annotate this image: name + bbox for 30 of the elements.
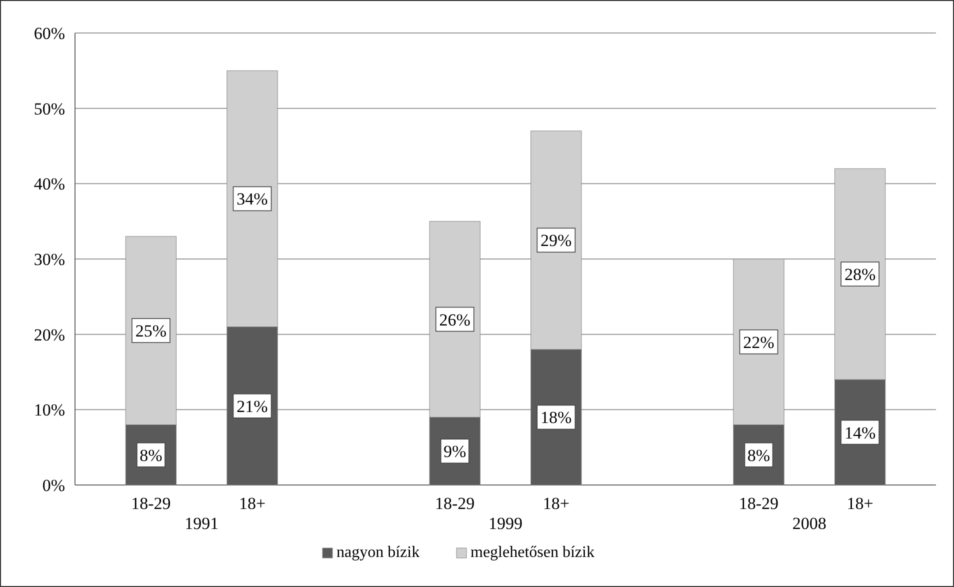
- x-tick-label: 18+: [238, 494, 266, 513]
- y-tick-label: 30%: [34, 250, 65, 269]
- x-tick-label: 18-29: [738, 494, 779, 513]
- data-label: 26%: [439, 310, 470, 330]
- data-label: 25%: [135, 322, 167, 341]
- text: 1991: [184, 514, 219, 533]
- data-label: 9%: [444, 442, 466, 462]
- data-label: 29%: [540, 231, 572, 250]
- data-label: 34%: [236, 190, 268, 209]
- legend-label: nagyon bízik: [336, 544, 420, 561]
- data-label: 22%: [743, 332, 774, 352]
- legend-label: meglehetősen bízik: [470, 544, 594, 561]
- data-label: 18%: [540, 408, 572, 428]
- y-tick-label: 50%: [34, 99, 65, 118]
- data-label: 8%: [747, 446, 770, 465]
- y-tick-label: 60%: [34, 24, 65, 43]
- y-tick-label: 10%: [34, 400, 65, 420]
- x-tick-label: 18-29: [435, 494, 475, 513]
- y-tick-label: 40%: [34, 174, 65, 194]
- text: 1999: [488, 514, 522, 533]
- y-tick-label: 0%: [42, 476, 65, 495]
- data-label: 21%: [236, 396, 268, 416]
- y-tick-label: 20%: [34, 325, 65, 344]
- text: 2008: [792, 514, 826, 533]
- x-tick-label: 18+: [542, 494, 570, 513]
- data-label: 28%: [844, 265, 876, 284]
- data-label: 8%: [140, 446, 162, 465]
- x-tick-label: 18+: [846, 494, 874, 513]
- data-label: 14%: [844, 423, 876, 442]
- x-tick-label: 18-29: [131, 494, 171, 513]
